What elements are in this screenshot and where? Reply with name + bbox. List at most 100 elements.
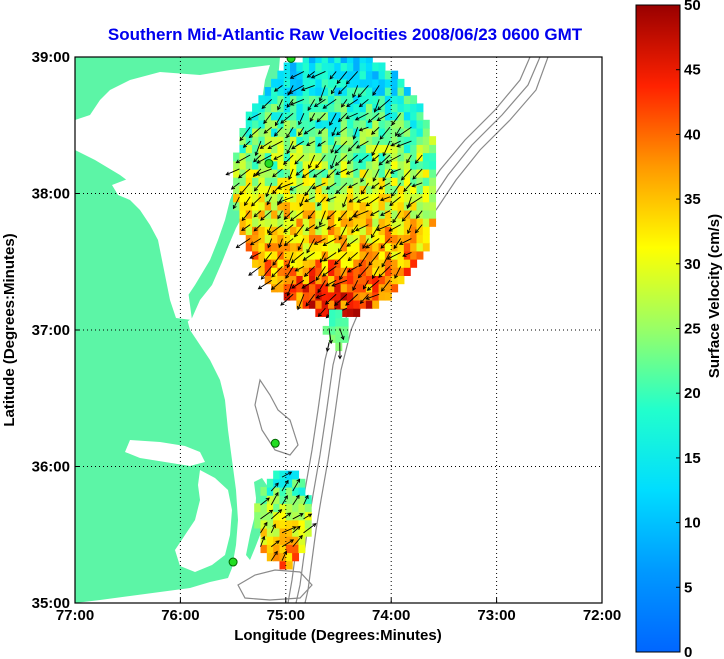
velocity-cell xyxy=(340,234,348,244)
velocity-cell xyxy=(410,152,418,162)
velocity-arrow xyxy=(394,266,402,279)
velocity-arrow xyxy=(294,224,305,237)
velocity-arrow xyxy=(378,266,391,278)
velocity-cell xyxy=(271,177,278,186)
velocity-cell xyxy=(258,250,266,260)
velocity-arrow xyxy=(256,168,272,176)
velocity-cell xyxy=(298,486,306,496)
velocity-cell xyxy=(410,234,418,244)
velocity-arrow xyxy=(281,471,292,478)
velocity-cell xyxy=(403,160,411,170)
velocity-cell xyxy=(365,209,373,219)
chart-title: Southern Mid-Atlantic Raw Velocities 200… xyxy=(108,25,583,44)
colorbar-tick-label: 5 xyxy=(684,579,692,596)
velocity-cell xyxy=(353,62,361,72)
velocity-arrowhead xyxy=(371,151,376,157)
velocity-cell xyxy=(327,177,335,186)
velocity-cell xyxy=(410,242,418,252)
velocity-cell xyxy=(264,218,272,227)
velocity-cell xyxy=(233,201,241,211)
velocity-cell xyxy=(372,259,380,268)
velocity-cell xyxy=(429,201,437,211)
velocity-cell xyxy=(391,95,399,105)
velocity-cell xyxy=(283,209,291,219)
velocity-arrow xyxy=(371,224,380,238)
velocity-cell xyxy=(290,267,297,276)
velocity-cell xyxy=(298,519,306,529)
velocity-cell xyxy=(353,242,361,252)
velocity-cell xyxy=(296,201,304,211)
velocity-arrow xyxy=(272,168,283,178)
velocity-arrowhead xyxy=(274,491,279,497)
velocity-cell xyxy=(334,275,342,285)
velocity-arrow xyxy=(346,168,358,175)
colorbar-tick-label: 0 xyxy=(684,644,692,659)
velocity-cell xyxy=(271,78,278,88)
velocity-cell xyxy=(308,95,316,105)
velocity-cell xyxy=(359,95,367,105)
velocity-cell xyxy=(302,234,310,244)
velocity-cell xyxy=(346,218,354,227)
velocity-cell xyxy=(384,275,392,285)
velocity-arrowhead xyxy=(306,73,311,78)
velocity-arrow xyxy=(380,210,391,216)
velocity-cell xyxy=(403,234,411,244)
velocity-arrow xyxy=(254,182,262,192)
velocity-cell xyxy=(416,152,424,162)
velocity-cell xyxy=(353,87,361,96)
velocity-arrow xyxy=(335,154,348,166)
velocity-cell xyxy=(273,503,281,513)
velocity-cell xyxy=(353,299,361,309)
velocity-cell xyxy=(403,87,411,96)
velocity-cell xyxy=(346,160,354,170)
velocity-cell xyxy=(391,259,399,268)
velocity-region xyxy=(225,57,437,319)
velocity-cell xyxy=(403,193,411,203)
velocity-arrowhead xyxy=(388,227,393,232)
velocity-cell xyxy=(277,127,285,137)
velocity-cell xyxy=(277,160,285,170)
velocity-cell xyxy=(403,95,411,105)
velocity-arrow xyxy=(326,210,337,220)
velocity-cell xyxy=(290,160,297,170)
velocity-cell xyxy=(340,87,348,96)
velocity-cell xyxy=(321,57,329,64)
velocity-arrowhead xyxy=(298,131,302,137)
velocity-cell xyxy=(340,242,348,252)
velocity-arrow xyxy=(353,127,359,140)
velocity-cell xyxy=(277,152,285,162)
velocity-cell xyxy=(252,201,259,211)
x-axis-label: Longitude (Degrees:Minutes) xyxy=(234,627,442,644)
velocity-cell xyxy=(327,234,335,244)
velocity-cell xyxy=(334,62,342,72)
velocity-cell xyxy=(290,193,297,203)
velocity-cell xyxy=(266,536,274,545)
velocity-cell xyxy=(285,470,293,480)
velocity-cell xyxy=(302,136,310,145)
velocity-cell xyxy=(359,234,367,244)
velocity-cell xyxy=(334,57,342,64)
velocity-cell xyxy=(252,144,259,154)
velocity-cell xyxy=(271,267,278,276)
velocity-cell xyxy=(302,250,310,260)
velocity-arrowhead xyxy=(337,90,343,95)
velocity-cell xyxy=(308,226,316,236)
velocity-cell xyxy=(365,160,373,170)
velocity-arrow xyxy=(352,280,359,291)
velocity-cell xyxy=(346,250,354,260)
velocity-cell xyxy=(335,317,343,327)
velocity-cell xyxy=(271,209,278,219)
velocity-arrow xyxy=(336,182,348,194)
velocity-cell xyxy=(252,259,259,268)
velocity-cell xyxy=(359,62,367,72)
velocity-cell xyxy=(365,95,373,105)
x-tick-label: 73:00 xyxy=(477,607,515,624)
velocity-cell xyxy=(283,242,291,252)
velocity-cell xyxy=(302,57,310,64)
velocity-arrow xyxy=(260,497,270,506)
velocity-cell xyxy=(422,152,430,162)
velocity-arrow xyxy=(303,252,315,261)
velocity-cell xyxy=(302,160,310,170)
velocity-arrowhead xyxy=(298,534,303,540)
velocity-cell xyxy=(258,234,266,244)
